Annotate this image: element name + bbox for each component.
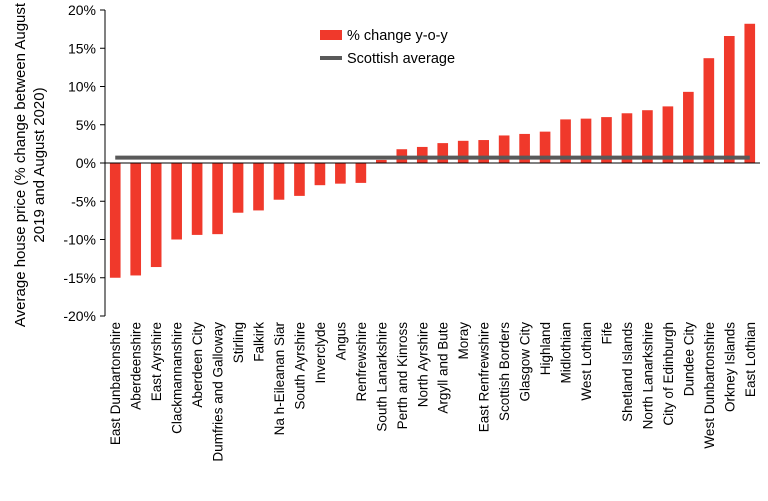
- bar: [580, 118, 592, 163]
- bar: [253, 163, 264, 211]
- x-category-label: Aberdeenshire: [129, 322, 144, 410]
- x-category-label: East Ayrshire: [149, 322, 164, 401]
- y-tick-label: 10%: [68, 79, 96, 95]
- x-axis: East Dunbartonshire Aberdeenshire East Ayr…: [105, 162, 760, 462]
- bar: [273, 163, 285, 200]
- legend-label-bars: % change y-o-y: [347, 28, 448, 44]
- bar: [416, 146, 428, 163]
- x-category-label: South Ayrshire: [292, 322, 307, 410]
- y-tick-label: -20%: [63, 308, 96, 324]
- bar: [703, 58, 715, 163]
- bar: [355, 163, 367, 183]
- bar: [232, 163, 244, 213]
- bar: [601, 117, 612, 163]
- legend-label-average: Scottish average: [347, 51, 455, 67]
- x-category-label: Perth and Kinross: [395, 322, 410, 430]
- bar: [723, 36, 735, 164]
- bar: [109, 163, 121, 278]
- legend: % change y-o-y Scottish average: [320, 28, 455, 67]
- x-category-label: Orkney Islands: [722, 322, 737, 412]
- y-tick-label: 20%: [68, 2, 96, 18]
- bar: [519, 133, 530, 163]
- y-axis-title-line-2: 2019 and August 2020): [31, 87, 48, 242]
- x-category-label: Angus: [333, 322, 348, 361]
- bar: [457, 140, 469, 163]
- x-category-label: East Renfrewshire: [477, 322, 492, 432]
- x-category-label: City of Edinburgh: [661, 322, 676, 426]
- bar: [212, 163, 223, 235]
- x-category-label: Fife: [599, 322, 614, 345]
- bar: [560, 119, 571, 163]
- bar: [294, 163, 305, 196]
- bar-series: [109, 23, 756, 278]
- x-category-label: Shetland Islands: [620, 322, 635, 422]
- y-tick-label: -15%: [63, 270, 96, 286]
- x-category-label: Dundee City: [681, 322, 696, 397]
- x-category-label: Inverclyde: [313, 322, 328, 384]
- x-category-label: South Lanarkshire: [374, 322, 389, 432]
- bar: [376, 159, 387, 163]
- legend-swatch-bars: [320, 30, 342, 40]
- bar: [498, 135, 510, 163]
- bar: [683, 91, 694, 163]
- y-axis: -20% -15% -10% -5% 0% 5% 10% 15% 20%: [63, 2, 106, 324]
- x-category-label: Falkirk: [252, 322, 267, 362]
- bar: [314, 163, 326, 186]
- x-category-label: West Dunbartonshire: [702, 322, 717, 449]
- x-category-label: Clackmannanshire: [170, 322, 185, 434]
- x-category-label: East Lothian: [743, 322, 758, 397]
- bar: [662, 106, 674, 163]
- x-category-label: Highland: [538, 322, 553, 375]
- x-category-label: Na h-Eileanan Siar: [272, 322, 287, 436]
- x-category-label: Midlothian: [559, 322, 574, 384]
- bar: [539, 131, 551, 163]
- bar: [191, 163, 203, 235]
- y-axis-title: Average house price (% change between Au…: [12, 2, 48, 327]
- x-category-label: West Lothian: [579, 322, 594, 401]
- bar: [150, 163, 162, 268]
- bar: [478, 140, 489, 163]
- bar: [171, 163, 182, 240]
- bar: [335, 163, 346, 184]
- x-category-label: Moray: [456, 322, 471, 360]
- x-category-label: North Lanarkshire: [640, 322, 655, 429]
- y-tick-label: 0%: [76, 155, 96, 171]
- x-category-label: Scottish Borders: [497, 322, 512, 421]
- bar: [621, 113, 633, 163]
- y-tick-label: -10%: [63, 232, 96, 248]
- x-category-label: Glasgow City: [518, 322, 533, 402]
- y-tick-label: 5%: [76, 117, 96, 133]
- x-category-label: Aberdeen City: [190, 322, 205, 408]
- bar: [130, 163, 142, 276]
- x-category-label: Argyll and Bute: [436, 322, 451, 414]
- y-tick-label: -5%: [71, 193, 96, 209]
- x-category-label: Renfrewshire: [354, 322, 369, 402]
- x-category-label: Stirling: [231, 322, 246, 363]
- bar: [437, 143, 449, 163]
- bar: [744, 23, 756, 163]
- y-axis-title-line-1: Average house price (% change between Au…: [12, 2, 29, 327]
- y-tick-label: 15%: [68, 40, 96, 56]
- x-category-label: North Ayrshire: [415, 322, 430, 407]
- x-category-label: Dumfries and Galloway: [211, 322, 226, 462]
- x-category-label: East Dunbartonshire: [108, 322, 123, 445]
- bar: [642, 110, 653, 163]
